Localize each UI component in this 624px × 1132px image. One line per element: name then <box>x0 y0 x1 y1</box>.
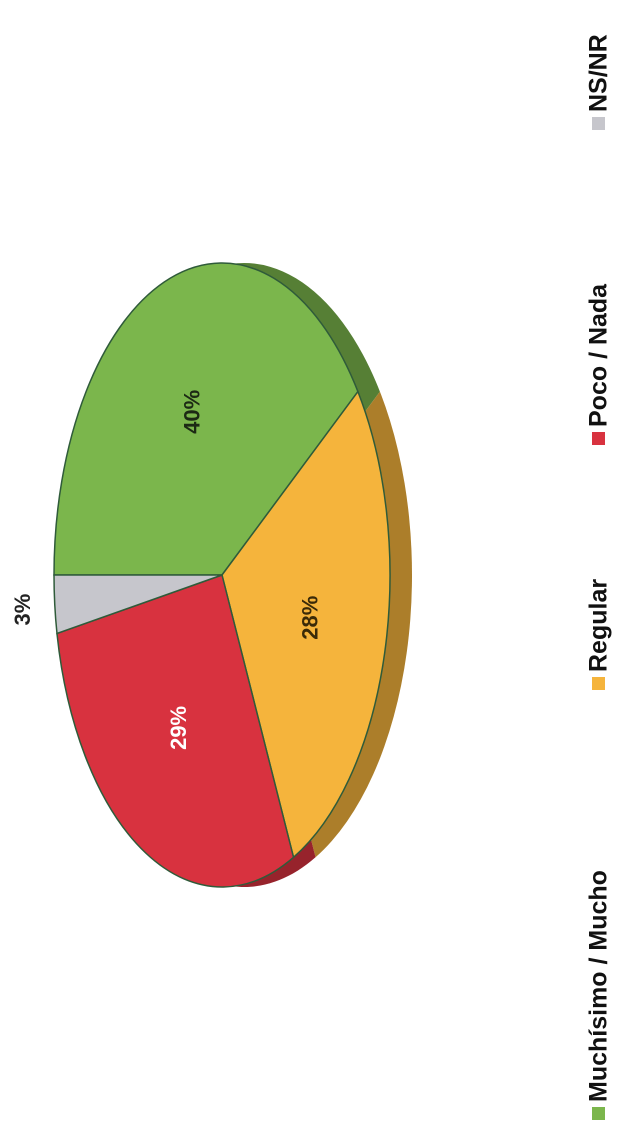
legend-label: Poco / Nada <box>585 283 613 427</box>
slice <box>53 574 223 635</box>
slice <box>221 390 391 859</box>
data-label: 28% <box>297 596 322 640</box>
legend-swatch <box>592 117 605 130</box>
legend-swatch <box>592 432 605 445</box>
chart-frame: 40% 28% 29% 3% Muchísimo / Mucho Regular Poco … <box>10 34 613 1120</box>
data-label: 40% <box>179 390 204 434</box>
data-label: 3% <box>10 594 35 626</box>
legend-label: Muchísimo / Mucho <box>585 870 613 1102</box>
legend-swatch <box>592 677 605 690</box>
slice <box>56 574 295 888</box>
legend-label: NS/NR <box>585 34 613 112</box>
legend-swatch <box>592 1107 605 1120</box>
data-label: 29% <box>166 706 191 750</box>
slice <box>53 262 359 576</box>
legend-label: Regular <box>585 579 613 672</box>
